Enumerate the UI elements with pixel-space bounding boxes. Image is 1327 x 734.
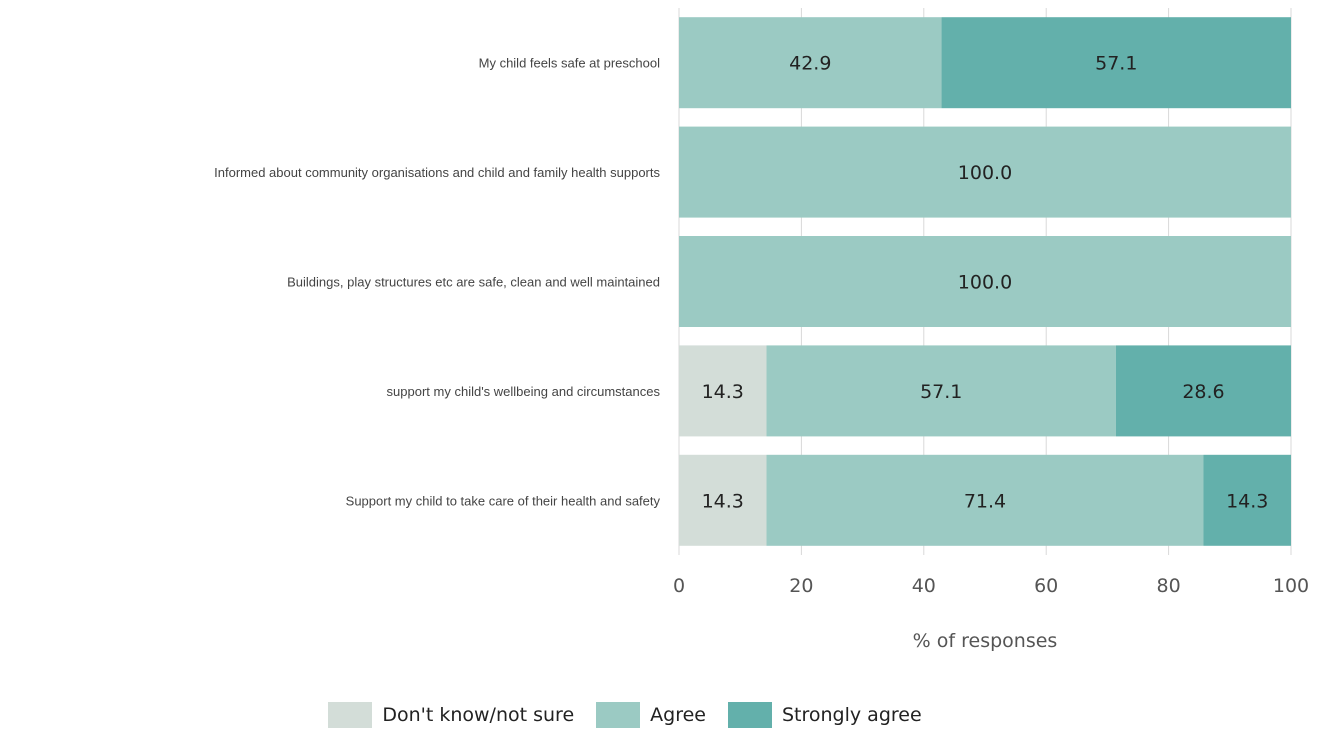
bar-segment [679,17,942,109]
category-label: support my child's wellbeing and circums… [387,384,661,399]
legend-label: Don't know/not sure [382,704,575,726]
legend-swatch [596,702,641,728]
bar-segment [766,454,1204,546]
category-label: Informed about community organisations a… [214,165,660,180]
data-label: 100.0 [958,162,1012,184]
bar-segment [679,454,767,546]
legend-item: Strongly agree [727,702,922,728]
bar-segment [679,126,1291,218]
x-tick-label: 80 [1157,575,1181,597]
legend-item: Don't know/not sure [328,702,574,728]
bar-segment [1203,454,1291,546]
bar-segment [679,345,767,437]
x-tick-label: 0 [673,575,685,597]
category-label: My child feels safe at preschool [479,56,660,71]
legend-label: Agree [650,704,706,726]
legend: Don't know/not sure Agree Strongly agree [0,702,1250,728]
bar-segment [1115,345,1291,437]
x-axis-title: % of responses [913,630,1058,652]
data-label: 42.9 [789,53,831,75]
category-label: Buildings, play structures etc are safe,… [287,275,660,290]
data-label: 71.4 [964,490,1006,512]
data-label: 14.3 [1226,490,1268,512]
category-labels: My child feels safe at preschool Informed… [214,56,660,509]
category-label: Support my child to take care of their h… [346,493,661,508]
data-label: 14.3 [702,490,744,512]
stacked-bar-chart: 42.9 57.1 100.0 100.0 14.3 57.1 28.6 14.3 71.4 14… [214,8,1309,652]
x-tick-label: 100 [1273,575,1309,597]
bars: 42.9 57.1 100.0 100.0 14.3 57.1 28.6 14.3 71.4 14… [679,17,1291,546]
legend-item: Agree [596,702,706,728]
data-label: 28.6 [1182,381,1224,403]
x-tick-label: 60 [1034,575,1058,597]
bar-segment [941,17,1291,109]
legend-swatch [727,702,772,728]
bar-segment [766,345,1116,437]
legend-swatch [328,702,373,728]
bar-segment [679,236,1291,327]
x-tick-label: 40 [912,575,936,597]
x-tick-labels: 0 20 40 60 80 100 [673,575,1309,597]
data-label: 57.1 [920,381,962,403]
legend-label: Strongly agree [781,704,922,726]
x-tick-label: 20 [789,575,813,597]
data-label: 57.1 [1095,53,1137,75]
data-label: 14.3 [702,381,744,403]
data-label: 100.0 [958,272,1012,294]
